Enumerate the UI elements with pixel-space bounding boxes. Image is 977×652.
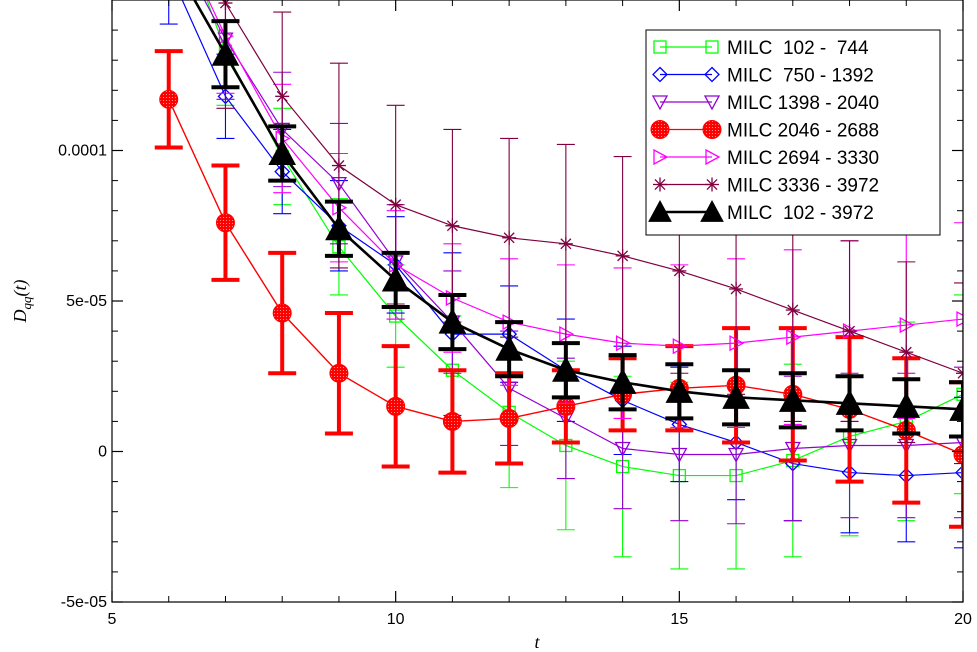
legend-marker xyxy=(652,66,668,83)
legend-marker xyxy=(705,40,719,54)
data-point xyxy=(899,345,914,360)
legend-item: MILC 750 - 1392 xyxy=(652,66,874,87)
x-tick-label: 10 xyxy=(387,611,405,628)
data-point xyxy=(159,89,179,109)
data-point xyxy=(778,386,807,412)
data-point xyxy=(438,308,467,334)
data-point xyxy=(729,281,744,296)
data-point xyxy=(215,213,235,233)
error-bar xyxy=(954,396,963,549)
data-point xyxy=(558,236,573,251)
data-point xyxy=(272,303,292,323)
legend-marker xyxy=(704,66,720,83)
data-point xyxy=(785,303,800,318)
y-tick-label: 0 xyxy=(98,444,107,461)
data-point xyxy=(956,366,963,381)
legend-label: MILC 2046 - 2688 xyxy=(727,121,879,142)
x-tick-label: 5 xyxy=(108,611,117,628)
legend-marker xyxy=(705,148,721,166)
legend-label: MILC 102 - 3972 xyxy=(727,203,874,224)
data-point xyxy=(552,356,580,382)
data-point xyxy=(727,447,745,463)
data-point xyxy=(608,368,637,394)
data-point xyxy=(672,263,687,278)
x-axis-label: t xyxy=(534,632,540,652)
series-layer xyxy=(154,0,963,570)
data-point xyxy=(211,40,240,66)
data-point xyxy=(835,389,864,415)
data-point xyxy=(956,310,963,328)
error-bar xyxy=(949,380,963,439)
axes: 5 10 15 20 -5e-05 0 5e-05 0.0001 xyxy=(58,0,972,628)
legend-marker xyxy=(648,199,672,222)
error-bar xyxy=(954,282,963,465)
legend-marker xyxy=(702,120,722,139)
legend-item: MILC 2046 - 2688 xyxy=(650,120,879,142)
data-point xyxy=(499,408,519,428)
legend-marker xyxy=(700,199,724,222)
data-point xyxy=(325,214,353,241)
data-point xyxy=(956,387,963,401)
legend-marker xyxy=(650,120,670,139)
data-point xyxy=(614,441,631,457)
y-tick-label: 0.0001 xyxy=(58,143,107,160)
legend-marker xyxy=(653,40,667,54)
data-point xyxy=(442,411,462,431)
error-bar xyxy=(954,366,963,519)
data-point xyxy=(445,218,460,233)
data-point xyxy=(954,435,963,451)
data-point xyxy=(665,377,694,403)
legend-item: MILC 102 - 744 xyxy=(653,38,869,59)
data-point xyxy=(892,392,921,418)
series-7 xyxy=(193,0,963,439)
legend-label: MILC 102 - 744 xyxy=(727,38,869,59)
legend-item: MILC 2694 - 3330 xyxy=(653,148,879,169)
data-point xyxy=(331,158,346,173)
legend-item: MILC 1398 - 2040 xyxy=(651,93,879,114)
data-point xyxy=(329,363,349,383)
legend-marker xyxy=(653,177,667,192)
data-point xyxy=(842,324,857,339)
legend-marker xyxy=(651,95,669,111)
error-bar xyxy=(954,294,963,495)
data-point xyxy=(381,265,410,292)
legend-label: MILC 2694 - 3330 xyxy=(727,148,879,169)
data-point xyxy=(268,139,297,166)
data-point xyxy=(502,230,517,245)
y-tick-label: -5e-05 xyxy=(61,594,107,611)
data-point xyxy=(388,197,403,212)
data-point xyxy=(953,445,963,465)
data-point xyxy=(722,383,750,409)
data-point xyxy=(615,248,630,263)
data-point xyxy=(955,464,963,481)
legend-item: MILC 3336 - 3972 xyxy=(653,176,879,197)
legend-marker xyxy=(705,177,719,192)
data-point xyxy=(495,335,523,361)
y-axis-label: Dqq(t) xyxy=(10,280,34,324)
x-tick-label: 15 xyxy=(670,611,688,628)
x-tick-label: 20 xyxy=(954,611,972,628)
legend-marker xyxy=(703,95,721,111)
data-point xyxy=(949,395,963,421)
legend-label: MILC 750 - 1392 xyxy=(727,66,874,87)
data-point xyxy=(671,447,688,463)
legend-label: MILC 1398 - 2040 xyxy=(727,93,879,114)
y-tick-label: 5e-05 xyxy=(66,293,107,310)
data-point xyxy=(275,89,290,104)
data-point xyxy=(386,396,406,416)
legend-label: MILC 3336 - 3972 xyxy=(727,176,879,197)
error-bar xyxy=(159,0,178,25)
legend: MILC 102 - 744 MILC 750 - 1392 MILC 1398 -… xyxy=(645,29,941,236)
legend-marker xyxy=(653,148,669,166)
legend-item: MILC 102 - 3972 xyxy=(648,199,874,224)
legend-box xyxy=(645,29,941,236)
